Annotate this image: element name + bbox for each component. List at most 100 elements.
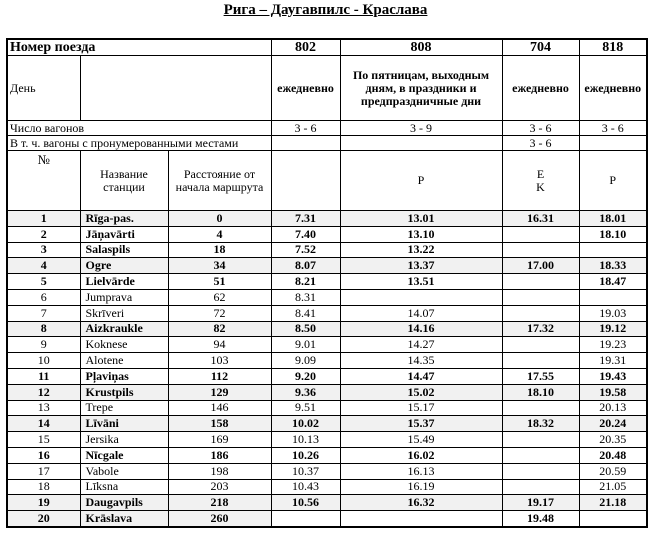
station-name: Krustpils	[79, 383, 169, 401]
departure-time: 18.01	[578, 210, 648, 227]
departure-time: 20.35	[578, 431, 648, 448]
departure-time: 15.17	[339, 399, 503, 417]
station-name: Salaspils	[79, 241, 169, 259]
station-name: Nīcgale	[79, 446, 169, 464]
station-name: Lielvārde	[79, 273, 169, 290]
distance: 103	[167, 352, 272, 369]
departure-time: 19.43	[578, 367, 648, 385]
station-number: 10	[6, 352, 81, 369]
departure-time: 7.52	[270, 241, 341, 259]
departure-time	[501, 478, 580, 496]
departure-time: 19.48	[501, 510, 580, 528]
departure-time: 10.02	[270, 415, 341, 433]
departure-time	[501, 241, 580, 259]
departure-time: 8.50	[270, 320, 341, 338]
departure-time: 9.51	[270, 399, 341, 417]
reserved-row: В т. ч. вагоны с пронумерованными местам…	[6, 135, 648, 151]
station-number: 8	[6, 320, 81, 338]
departure-time	[578, 241, 648, 259]
table-row: 14 Līvāni 158 10.02 15.37 18.32 20.24	[6, 415, 648, 433]
departure-time: 16.31	[501, 210, 580, 227]
cars-label: Число вагонов	[6, 120, 272, 136]
distance: 18	[167, 241, 272, 259]
departure-time: 8.21	[270, 273, 341, 290]
departure-time	[578, 288, 648, 306]
departure-time: 14.27	[339, 336, 503, 354]
station-number: 4	[6, 257, 81, 275]
distance: 146	[167, 399, 272, 417]
train-number-label: Номер поезда	[6, 38, 272, 56]
station-header: Название станции	[79, 150, 169, 211]
departure-time: 20.59	[578, 462, 648, 480]
distance: 218	[167, 494, 272, 512]
station-number: 13	[6, 399, 81, 417]
cars-row: Число вагонов 3 - 6 3 - 9 3 - 6 3 - 6	[6, 120, 648, 136]
distance: 203	[167, 478, 272, 496]
station-name: Koknese	[79, 336, 169, 354]
departure-time: 19.31	[578, 352, 648, 369]
station-name: Trepe	[79, 399, 169, 417]
station-number: 17	[6, 462, 81, 480]
marker: E K	[501, 150, 580, 211]
table-row: 9 Koknese 94 9.01 14.27 19.23	[6, 336, 648, 354]
reserved-value	[578, 135, 648, 151]
departure-time	[501, 462, 580, 480]
table-row: 10 Alotene 103 9.09 14.35 19.31	[6, 352, 648, 369]
station-name: Krāslava	[79, 510, 169, 528]
table-row: 8 Aizkraukle 82 8.50 14.16 17.32 19.12	[6, 320, 648, 338]
station-name: Pļaviņas	[79, 367, 169, 385]
distance: 72	[167, 304, 272, 322]
departure-time	[501, 273, 580, 290]
departure-time: 13.01	[339, 210, 503, 227]
table-row: 4 Ogre 34 8.07 13.37 17.00 18.33	[6, 257, 648, 275]
departure-time: 19.58	[578, 383, 648, 401]
table-row: 1 Rīga-pas. 0 7.31 13.01 16.31 18.01	[6, 210, 648, 227]
departure-time: 9.09	[270, 352, 341, 369]
departure-time: 20.13	[578, 399, 648, 417]
departure-time: 19.17	[501, 494, 580, 512]
departure-time: 18.10	[501, 383, 580, 401]
departure-time: 19.03	[578, 304, 648, 322]
departure-time: 18.47	[578, 273, 648, 290]
day-blank	[79, 55, 272, 121]
distance: 158	[167, 415, 272, 433]
distance: 62	[167, 288, 272, 306]
distance: 82	[167, 320, 272, 338]
departure-time: 8.31	[270, 288, 341, 306]
departure-time: 13.37	[339, 257, 503, 275]
distance: 198	[167, 462, 272, 480]
station-number: 7	[6, 304, 81, 322]
departure-time	[339, 288, 503, 306]
table-row: 20 Krāslava 260 19.48	[6, 510, 648, 528]
departure-time: 13.51	[339, 273, 503, 290]
station-name: Vabole	[79, 462, 169, 480]
day-label: День	[6, 55, 81, 121]
station-number: 3	[6, 241, 81, 259]
station-number: 20	[6, 510, 81, 528]
table-row: 11 Pļaviņas 112 9.20 14.47 17.55 19.43	[6, 367, 648, 385]
station-name: Aizkraukle	[79, 320, 169, 338]
station-name: Līvāni	[79, 415, 169, 433]
station-name: Jersika	[79, 431, 169, 448]
departure-time: 17.32	[501, 320, 580, 338]
station-name: Līksna	[79, 478, 169, 496]
column-header-row: № Название станции Расстояние от начала …	[6, 150, 648, 211]
departure-time	[270, 510, 341, 528]
table-row: 12 Krustpils 129 9.36 15.02 18.10 19.58	[6, 383, 648, 401]
station-number: 19	[6, 494, 81, 512]
marker: P	[578, 150, 648, 211]
station-name: Skrīveri	[79, 304, 169, 322]
departure-time: 10.37	[270, 462, 341, 480]
day-value: По пятницам, выходным дням, в праздники …	[339, 55, 503, 121]
departure-time	[501, 336, 580, 354]
day-value: ежедневно	[270, 55, 341, 121]
train-number-row: Номер поезда 802 808 704 818	[6, 38, 648, 56]
distance: 94	[167, 336, 272, 354]
table-row: 17 Vabole 198 10.37 16.13 20.59	[6, 462, 648, 480]
table-row: 3 Salaspils 18 7.52 13.22	[6, 241, 648, 259]
table-row: 18 Līksna 203 10.43 16.19 21.05	[6, 478, 648, 496]
station-number: 15	[6, 431, 81, 448]
distance: 112	[167, 367, 272, 385]
departure-time: 16.32	[339, 494, 503, 512]
station-number: 5	[6, 273, 81, 290]
